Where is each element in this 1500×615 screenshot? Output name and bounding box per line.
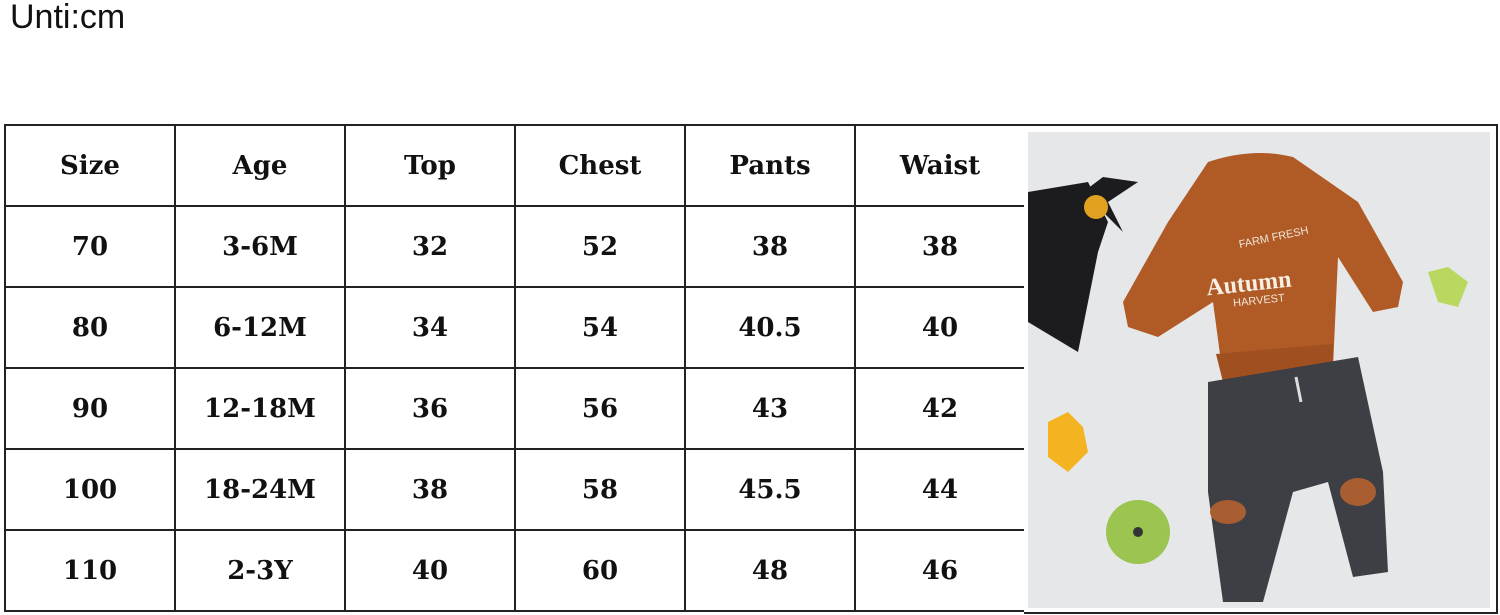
table-cell: 40: [344, 529, 516, 612]
table-cell: 58: [514, 448, 686, 531]
table-cell: 6-12M: [174, 286, 346, 369]
table-cell: 18-24M: [174, 448, 346, 531]
table-row: 90 12-18M 36 56 43 42: [4, 367, 1026, 450]
table-row: 100 18-24M 38 58 45.5 44: [4, 448, 1026, 531]
table-cell: 100: [4, 448, 176, 531]
table-cell: 40: [854, 286, 1026, 369]
outfit-illustration: FARM FRESH Autumn HARVEST: [1028, 132, 1490, 608]
table-cell: 38: [344, 448, 516, 531]
pants-icon: [1208, 357, 1388, 602]
table-cell: 34: [344, 286, 516, 369]
product-photo: FARM FRESH Autumn HARVEST: [1024, 124, 1498, 614]
table-cell: 2-3Y: [174, 529, 346, 612]
table-cell: 44: [854, 448, 1026, 531]
table-cell: 40.5: [684, 286, 856, 369]
table-cell: 38: [684, 205, 856, 288]
size-chart-table: Size Age Top Chest Pants Waist 70 3-6M 32 52 38 38 8…: [4, 124, 1026, 612]
leaf-icon: [1048, 412, 1088, 472]
table-cell: 38: [854, 205, 1026, 288]
column-header: Waist: [854, 124, 1026, 207]
unit-label: Unti:cm: [10, 0, 126, 36]
table-header-row: Size Age Top Chest Pants Waist: [4, 124, 1026, 207]
table-cell: 48: [684, 529, 856, 612]
table-row: 80 6-12M 34 54 40.5 40: [4, 286, 1026, 369]
table-row: 70 3-6M 32 52 38 38: [4, 205, 1026, 288]
table-cell: 56: [514, 367, 686, 450]
leaf-icon: [1428, 267, 1468, 307]
sweatshirt-icon: FARM FRESH Autumn HARVEST: [1123, 153, 1403, 382]
table-cell: 32: [344, 205, 516, 288]
table-cell: 12-18M: [174, 367, 346, 450]
column-header: Pants: [684, 124, 856, 207]
table-cell: 80: [4, 286, 176, 369]
column-header: Chest: [514, 124, 686, 207]
svg-text:HARVEST: HARVEST: [1233, 292, 1286, 309]
table-cell: 70: [4, 205, 176, 288]
table-cell: 110: [4, 529, 176, 612]
column-header: Age: [174, 124, 346, 207]
table-cell: 54: [514, 286, 686, 369]
table-cell: 45.5: [684, 448, 856, 531]
table-cell: 90: [4, 367, 176, 450]
table-cell: 42: [854, 367, 1026, 450]
column-header: Top: [344, 124, 516, 207]
column-header: Size: [4, 124, 176, 207]
table-cell: 52: [514, 205, 686, 288]
table-cell: 43: [684, 367, 856, 450]
table-cell: 36: [344, 367, 516, 450]
table-cell: 3-6M: [174, 205, 346, 288]
table-row: 110 2-3Y 40 60 48 46: [4, 529, 1026, 612]
table-cell: 46: [854, 529, 1026, 612]
table-cell: 60: [514, 529, 686, 612]
witch-doll-icon: [1028, 182, 1108, 352]
